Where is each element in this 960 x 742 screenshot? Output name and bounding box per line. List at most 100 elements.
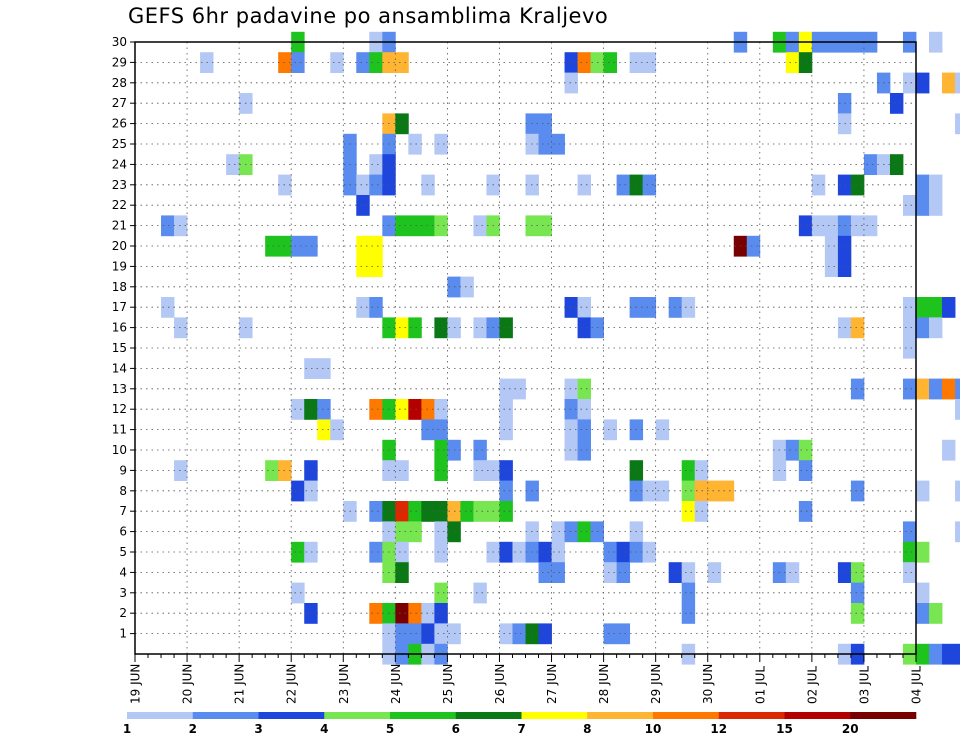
heatmap-cell bbox=[538, 215, 552, 237]
heatmap-cell bbox=[356, 52, 370, 73]
x-tick-label: 02 JUL bbox=[805, 666, 819, 704]
heatmap-cell bbox=[850, 603, 865, 624]
heatmap-cell bbox=[291, 399, 305, 420]
heatmap-cell bbox=[902, 378, 917, 400]
x-tick-label: 19 JUN bbox=[129, 664, 143, 704]
legend-label: 5 bbox=[386, 722, 394, 736]
heatmap-cell bbox=[850, 480, 865, 502]
heatmap-cell bbox=[889, 93, 904, 114]
heatmap-cell bbox=[902, 337, 917, 359]
heatmap-cell bbox=[942, 72, 956, 94]
heatmap-cell bbox=[955, 480, 960, 502]
y-tick-label: 21 bbox=[112, 219, 127, 233]
y-tick-label: 1 bbox=[119, 627, 127, 641]
heatmap-cell bbox=[577, 52, 591, 73]
legend-label: 10 bbox=[645, 722, 662, 736]
heatmap-cell bbox=[681, 480, 696, 502]
legend-swatch bbox=[127, 712, 194, 719]
heatmap-cell bbox=[902, 297, 917, 318]
heatmap-cell bbox=[955, 643, 960, 665]
legend-label: 8 bbox=[583, 722, 591, 736]
heatmap-cell bbox=[551, 562, 565, 583]
heatmap-cell bbox=[499, 501, 513, 522]
heatmap-cell bbox=[577, 378, 591, 400]
heatmap-cell bbox=[929, 603, 943, 624]
heatmap-cell bbox=[421, 603, 435, 624]
heatmap-cell bbox=[681, 562, 696, 583]
heatmap-cell bbox=[694, 480, 709, 502]
heatmap-cell bbox=[929, 174, 943, 196]
heatmap-cell bbox=[499, 317, 513, 339]
heatmap-cell bbox=[538, 113, 552, 135]
heatmap-cell bbox=[929, 317, 943, 339]
heatmap-cell bbox=[955, 399, 960, 420]
heatmap-cell bbox=[551, 133, 565, 155]
heatmap-cell bbox=[785, 439, 800, 461]
heatmap-cell bbox=[916, 603, 930, 624]
heatmap-cell bbox=[434, 215, 448, 237]
heatmap-cell bbox=[499, 480, 513, 502]
heatmap-cell bbox=[434, 582, 448, 604]
heatmap-cell bbox=[369, 235, 383, 257]
heatmap-cell bbox=[408, 317, 422, 339]
heatmap-cell bbox=[304, 480, 318, 502]
heatmap-cell bbox=[577, 297, 591, 318]
heatmap-cell bbox=[942, 378, 956, 400]
heatmap-cell bbox=[785, 52, 800, 73]
heatmap-cell bbox=[642, 541, 657, 563]
heatmap-cell bbox=[694, 501, 709, 522]
heatmap-cell bbox=[304, 358, 318, 379]
y-tick-label: 20 bbox=[112, 239, 127, 253]
heatmap-cell bbox=[395, 562, 409, 583]
legend-swatch bbox=[324, 712, 391, 719]
heatmap-cell bbox=[798, 501, 813, 522]
heatmap-cell bbox=[942, 439, 956, 461]
heatmap-cell bbox=[421, 501, 435, 522]
heatmap-cell bbox=[577, 317, 591, 339]
y-tick-label: 24 bbox=[112, 157, 127, 171]
heatmap-cell bbox=[681, 582, 696, 604]
heatmap-cell bbox=[421, 399, 435, 420]
x-tick-label: 20 JUN bbox=[181, 664, 195, 704]
heatmap-cell bbox=[395, 399, 409, 420]
heatmap-cell bbox=[304, 399, 318, 420]
heatmap-cell bbox=[603, 52, 618, 73]
heatmap-cell bbox=[473, 460, 487, 481]
heatmap-cell bbox=[356, 195, 370, 216]
heatmap-cell bbox=[434, 460, 448, 481]
heatmap-cell bbox=[929, 297, 943, 318]
heatmap-cell bbox=[473, 501, 487, 522]
heatmap-cell bbox=[929, 195, 943, 216]
y-tick-label: 17 bbox=[112, 300, 127, 314]
legend-swatch bbox=[653, 712, 720, 719]
heatmap-cell bbox=[798, 52, 813, 73]
heatmap-cell bbox=[564, 399, 578, 420]
y-tick-label: 26 bbox=[112, 117, 127, 131]
heatmap-cell bbox=[161, 297, 175, 318]
heatmap-cell bbox=[408, 215, 422, 237]
heatmap-cell bbox=[395, 521, 409, 543]
heatmap-cell bbox=[603, 541, 618, 563]
heatmap-cell bbox=[512, 541, 526, 563]
heatmap-cell bbox=[512, 378, 526, 400]
heatmap-cell bbox=[265, 460, 279, 481]
heatmap-cell bbox=[538, 623, 552, 645]
y-tick-label: 11 bbox=[112, 423, 127, 437]
y-tick-label: 10 bbox=[112, 443, 127, 457]
y-tick-label: 30 bbox=[112, 35, 127, 49]
heatmap-cell bbox=[356, 256, 370, 277]
legend-swatch bbox=[718, 712, 785, 719]
legend-swatch bbox=[455, 712, 522, 719]
heatmap-cell bbox=[356, 297, 370, 318]
heatmap-cell bbox=[473, 582, 487, 604]
x-tick-label: 21 JUN bbox=[233, 664, 247, 704]
heatmap-cell bbox=[929, 378, 943, 400]
heatmap-cell bbox=[603, 562, 618, 583]
heatmap-cell bbox=[889, 154, 904, 175]
heatmap-cell bbox=[434, 603, 448, 624]
heatmap-cell bbox=[798, 215, 813, 237]
heatmap-cell bbox=[356, 235, 370, 257]
heatmap-cell bbox=[473, 439, 487, 461]
heatmap-cell bbox=[538, 541, 552, 563]
